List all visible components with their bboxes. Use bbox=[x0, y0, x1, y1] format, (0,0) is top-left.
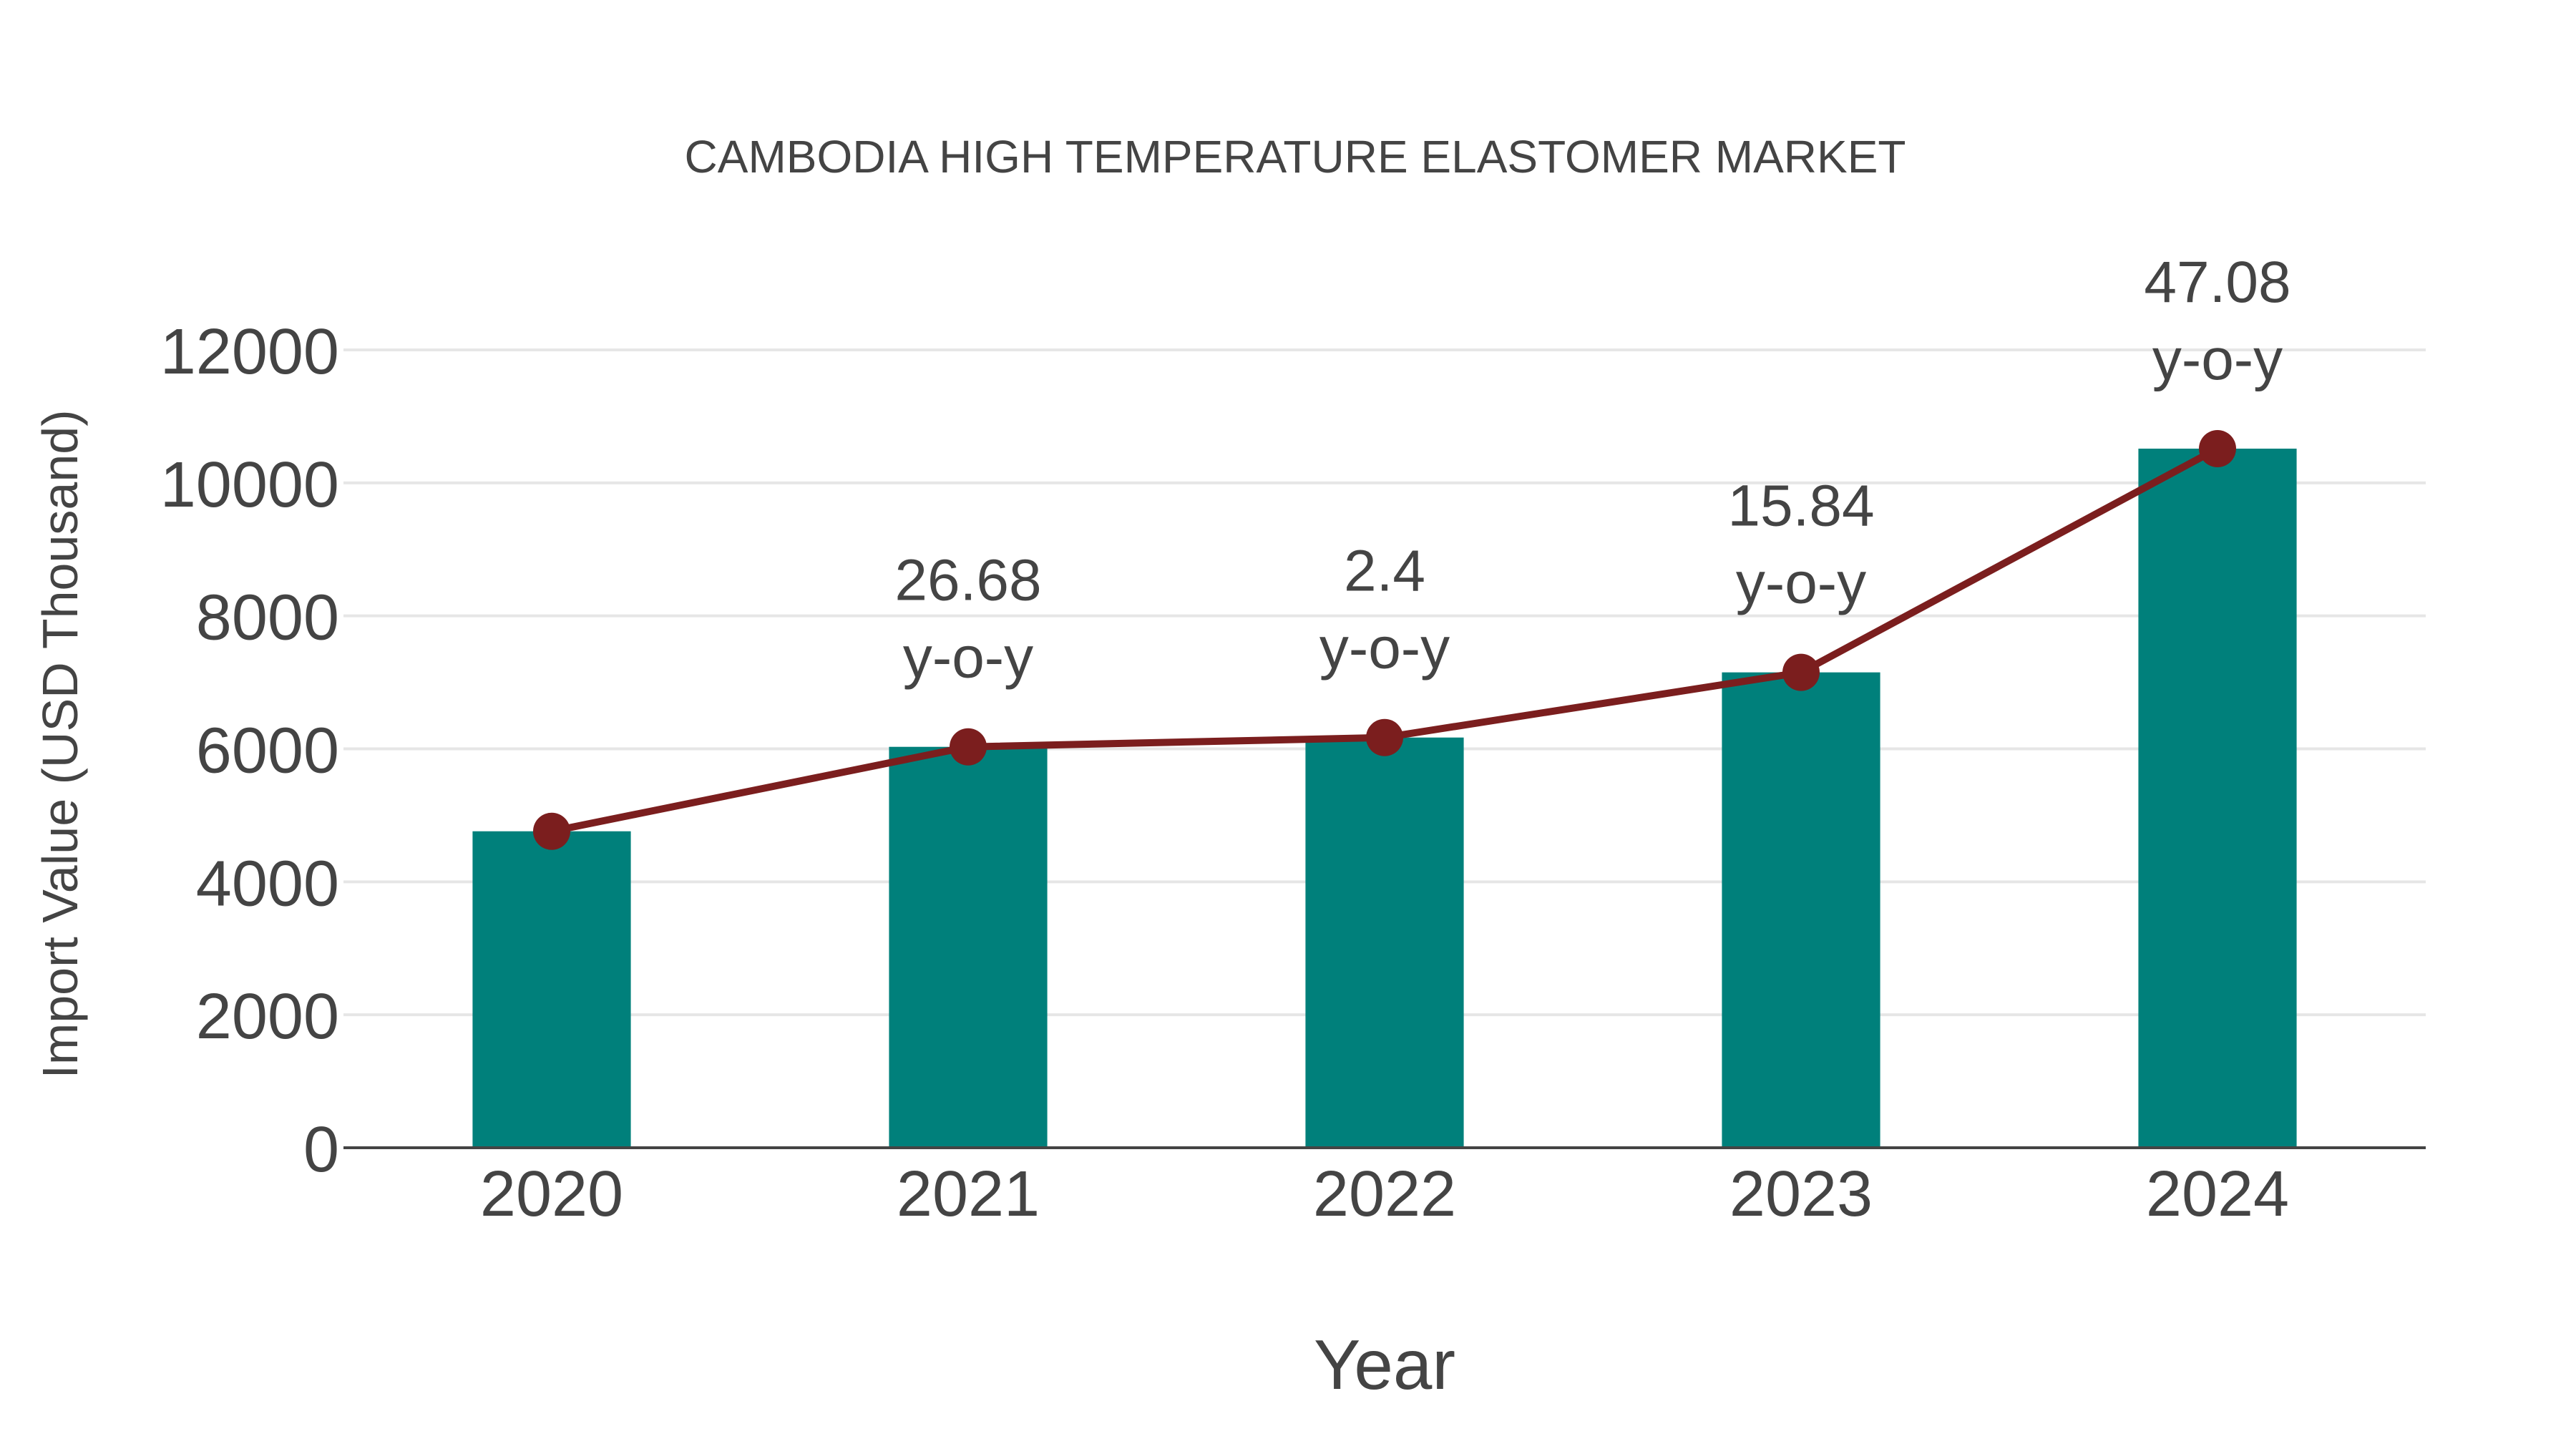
x-axis-title: Year bbox=[1314, 1325, 1455, 1404]
bars bbox=[472, 448, 2297, 1148]
yoy-label: y-o-y bbox=[1319, 616, 1450, 681]
yoy-value: 26.68 bbox=[894, 548, 1041, 613]
trend-marker bbox=[2199, 429, 2236, 467]
bar-2024 bbox=[2138, 448, 2297, 1148]
trend-line bbox=[533, 429, 2236, 850]
trend-marker bbox=[1366, 718, 1403, 756]
y-tick-label: 8000 bbox=[196, 582, 339, 654]
y-tick-label: 12000 bbox=[160, 316, 339, 388]
y-tick-label: 4000 bbox=[196, 848, 339, 919]
y-tick-label: 0 bbox=[303, 1114, 339, 1186]
y-axis-ticks: 0 2000 4000 6000 8000 10000 12000 bbox=[160, 316, 339, 1186]
x-tick-label: 2021 bbox=[897, 1158, 1040, 1230]
yoy-label: y-o-y bbox=[903, 625, 1033, 691]
y-axis-title: Import Value (USD Thousand) bbox=[32, 409, 88, 1078]
yoy-value: 2.4 bbox=[1344, 539, 1425, 604]
trend-marker bbox=[950, 728, 987, 766]
bar-2023 bbox=[1722, 672, 1880, 1148]
y-tick-label: 2000 bbox=[196, 981, 339, 1053]
x-tick-label: 2023 bbox=[1729, 1158, 1873, 1230]
trend-marker bbox=[533, 812, 570, 850]
bar-2022 bbox=[1305, 737, 1464, 1148]
yoy-value: 15.84 bbox=[1727, 474, 1874, 539]
x-tick-label: 2022 bbox=[1313, 1158, 1456, 1230]
y-tick-label: 10000 bbox=[160, 449, 339, 521]
y-tick-label: 6000 bbox=[196, 716, 339, 787]
x-axis-ticks: 2020 2021 2022 2023 2024 bbox=[480, 1158, 2289, 1230]
trend-marker bbox=[1782, 653, 1820, 691]
chart-title: CAMBODIA HIGH TEMPERATURE ELASTOMER MARK… bbox=[685, 131, 1906, 182]
yoy-value: 47.08 bbox=[2144, 250, 2290, 315]
bar-2021 bbox=[889, 746, 1048, 1148]
yoy-label: y-o-y bbox=[1736, 551, 1866, 616]
yoy-annotations: 26.68 y-o-y 2.4 y-o-y 15.84 y-o-y 47.08 y-o-y bbox=[894, 250, 2290, 691]
bar-2020 bbox=[472, 831, 631, 1148]
yoy-label: y-o-y bbox=[2152, 327, 2283, 392]
x-tick-label: 2020 bbox=[480, 1158, 623, 1230]
x-tick-label: 2024 bbox=[2146, 1158, 2289, 1230]
